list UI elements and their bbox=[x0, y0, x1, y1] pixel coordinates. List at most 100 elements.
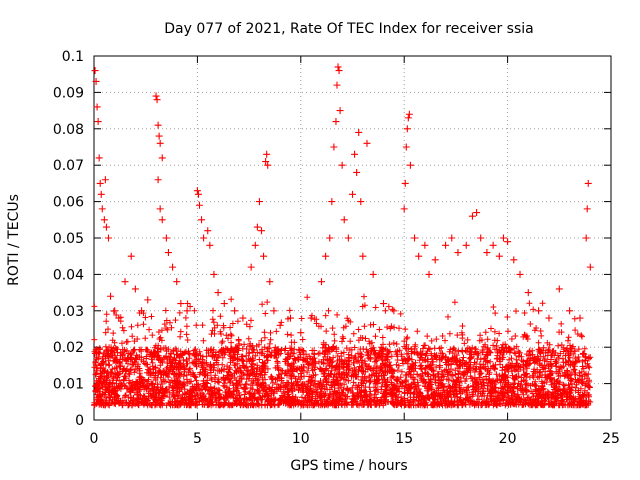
data-point bbox=[121, 278, 129, 286]
data-point bbox=[204, 227, 212, 235]
data-point bbox=[584, 179, 592, 187]
data-point bbox=[524, 289, 532, 297]
data-point bbox=[173, 278, 181, 286]
data-point bbox=[266, 278, 274, 286]
data-point bbox=[115, 314, 123, 322]
grid-lines bbox=[94, 56, 611, 420]
x-tick-label: 5 bbox=[193, 431, 202, 447]
data-point bbox=[102, 223, 110, 231]
data-point bbox=[255, 198, 263, 206]
data-point bbox=[270, 307, 278, 315]
data-point bbox=[183, 307, 191, 315]
data-point bbox=[92, 77, 100, 85]
x-tick-label: 15 bbox=[395, 431, 413, 447]
data-point bbox=[330, 143, 338, 151]
data-point bbox=[545, 314, 553, 322]
data-point bbox=[195, 201, 203, 209]
data-point bbox=[198, 216, 206, 224]
data-point bbox=[317, 278, 325, 286]
data-point bbox=[349, 190, 356, 198]
data-point bbox=[473, 209, 481, 217]
data-points bbox=[91, 63, 594, 337]
data-point bbox=[576, 314, 584, 322]
data-point bbox=[260, 252, 268, 260]
data-point bbox=[406, 161, 414, 169]
baseline-cloud bbox=[91, 293, 594, 409]
data-point bbox=[194, 190, 202, 198]
data-point bbox=[400, 205, 408, 213]
data-point bbox=[326, 234, 334, 242]
data-point bbox=[155, 132, 163, 140]
data-point bbox=[448, 234, 456, 242]
y-tick-label: 0.04 bbox=[53, 267, 84, 283]
data-point bbox=[158, 154, 166, 162]
y-tick-label: 0.02 bbox=[53, 340, 84, 356]
data-point bbox=[333, 81, 341, 89]
data-point bbox=[154, 176, 162, 184]
data-point bbox=[431, 256, 439, 264]
data-point bbox=[516, 270, 524, 278]
data-point bbox=[276, 321, 284, 329]
y-tick-label: 0.08 bbox=[53, 122, 84, 138]
data-point bbox=[162, 234, 170, 242]
data-point bbox=[353, 168, 361, 176]
data-point bbox=[489, 241, 497, 249]
data-point bbox=[262, 158, 270, 166]
chart-title: Day 077 of 2021, Rate Of TEC Index for r… bbox=[164, 21, 533, 37]
y-tick-label: 0.1 bbox=[62, 49, 84, 65]
data-point bbox=[335, 67, 343, 75]
data-point bbox=[332, 118, 340, 126]
data-point bbox=[442, 241, 450, 249]
data-point bbox=[336, 107, 344, 115]
data-point bbox=[425, 270, 433, 278]
data-point bbox=[94, 118, 102, 126]
data-point bbox=[483, 249, 491, 257]
data-point bbox=[363, 139, 371, 147]
data-point bbox=[369, 270, 377, 278]
y-tick-label: 0.05 bbox=[53, 231, 84, 247]
data-point bbox=[164, 249, 172, 257]
data-point bbox=[104, 234, 112, 242]
data-point bbox=[421, 241, 429, 249]
data-point bbox=[340, 216, 348, 224]
data-point bbox=[504, 238, 512, 246]
data-point bbox=[158, 216, 166, 224]
data-point bbox=[297, 329, 305, 337]
data-point bbox=[144, 296, 152, 304]
data-point bbox=[91, 67, 99, 75]
data-point bbox=[357, 198, 365, 206]
x-tick-label: 0 bbox=[90, 431, 99, 447]
data-point bbox=[101, 176, 109, 184]
data-point bbox=[583, 205, 591, 213]
data-point bbox=[566, 307, 574, 315]
x-tick-label: 20 bbox=[499, 431, 517, 447]
data-point bbox=[328, 198, 336, 206]
data-point bbox=[111, 307, 119, 315]
x-tick-label: 10 bbox=[292, 431, 310, 447]
data-point bbox=[582, 234, 590, 242]
data-point bbox=[152, 92, 160, 100]
y-axis: 0 0.01 0.02 0.03 0.04 0.05 0.06 0.07 0.08 0.09 0.1 bbox=[53, 49, 611, 429]
data-point bbox=[307, 314, 315, 322]
y-tick-label: 0.03 bbox=[53, 304, 84, 320]
y-tick-label: 0.01 bbox=[53, 377, 84, 393]
x-tick-label: 25 bbox=[602, 431, 620, 447]
data-point bbox=[100, 216, 108, 224]
data-point bbox=[462, 241, 470, 249]
data-point bbox=[96, 179, 104, 187]
data-point bbox=[253, 223, 261, 231]
data-point bbox=[355, 128, 363, 136]
data-point bbox=[401, 179, 409, 187]
data-point bbox=[193, 187, 201, 195]
data-point bbox=[200, 234, 208, 242]
data-point bbox=[555, 285, 563, 293]
data-point bbox=[380, 300, 388, 308]
data-point bbox=[404, 114, 412, 122]
data-point bbox=[359, 252, 367, 260]
data-point bbox=[351, 150, 359, 158]
data-point bbox=[231, 307, 239, 315]
data-point bbox=[344, 234, 352, 242]
data-point bbox=[454, 249, 462, 257]
data-point bbox=[322, 252, 330, 260]
data-point bbox=[263, 150, 271, 158]
